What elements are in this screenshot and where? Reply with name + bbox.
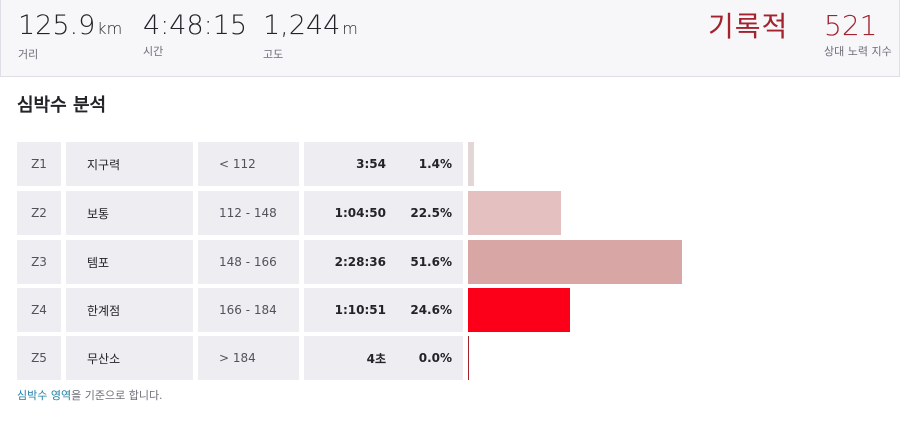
- zone-time: 1:04:50: [304, 191, 398, 235]
- heart-rate-zones-link[interactable]: 심박수 영역: [17, 389, 72, 402]
- activity-stats-bar: 125.9 km 거리 4:48:15 시간 1,244 m 고도 기록적 521 …: [0, 0, 900, 77]
- zone-time: 4초: [304, 336, 398, 380]
- footer-note: 심박수 영역을 기준으로 합니다.: [17, 388, 163, 404]
- distance-value-line: 125.9 km: [18, 8, 122, 47]
- zone-bar: [468, 288, 571, 332]
- zone-time: 3:54: [304, 142, 398, 186]
- zone-name: 무산소: [66, 336, 193, 380]
- zone-id: Z3: [17, 240, 61, 284]
- elevation-value: 1,244: [263, 10, 341, 41]
- zone-range: 112 - 148: [198, 191, 299, 235]
- zone-name: 한계점: [66, 288, 193, 332]
- zone-bar: [468, 336, 469, 380]
- footer-suffix: 을 기준으로 합니다.: [71, 389, 163, 402]
- zone-id: Z1: [17, 142, 61, 186]
- zone-range: 148 - 166: [198, 240, 299, 284]
- zone-bar: [468, 142, 474, 186]
- zone-name: 지구력: [66, 142, 193, 186]
- zone-percent: 0.0%: [396, 336, 463, 380]
- distance-label: 거리: [18, 48, 39, 61]
- distance-stat: 125.9 km 거리: [18, 8, 122, 62]
- distance-unit: km: [97, 19, 123, 38]
- elevation-value-line: 1,244 m: [263, 8, 358, 47]
- zone-percent: 51.6%: [396, 240, 463, 284]
- zone-id: Z5: [17, 336, 61, 380]
- time-stat: 4:48:15 시간: [143, 8, 247, 59]
- zone-range: < 112: [198, 142, 299, 186]
- zone-name: 보통: [66, 191, 193, 235]
- zone-percent: 24.6%: [396, 288, 463, 332]
- zone-bar: [468, 191, 562, 235]
- relative-effort-value: 521: [824, 9, 878, 42]
- elevation-label: 고도: [263, 48, 284, 61]
- elevation-unit: m: [342, 19, 358, 38]
- zone-time: 2:28:36: [304, 240, 398, 284]
- zone-range: > 184: [198, 336, 299, 380]
- relative-effort-stat[interactable]: 521 상대 노력 지수: [824, 8, 892, 59]
- time-value: 4:48:15: [143, 10, 248, 41]
- zone-name: 템포: [66, 240, 193, 284]
- relative-effort-label: 상대 노력 지수: [824, 45, 892, 58]
- zone-range: 166 - 184: [198, 288, 299, 332]
- record-badge: 기록적: [708, 10, 789, 43]
- zone-id: Z2: [17, 191, 61, 235]
- zone-id: Z4: [17, 288, 61, 332]
- zone-percent: 1.4%: [396, 142, 463, 186]
- elevation-stat: 1,244 m 고도: [263, 8, 358, 62]
- zone-time: 1:10:51: [304, 288, 398, 332]
- distance-value: 125.9: [18, 10, 96, 41]
- zone-bar: [468, 240, 683, 284]
- time-label: 시간: [143, 45, 164, 58]
- zone-percent: 22.5%: [396, 191, 463, 235]
- section-title: 심박수 분석: [17, 95, 107, 116]
